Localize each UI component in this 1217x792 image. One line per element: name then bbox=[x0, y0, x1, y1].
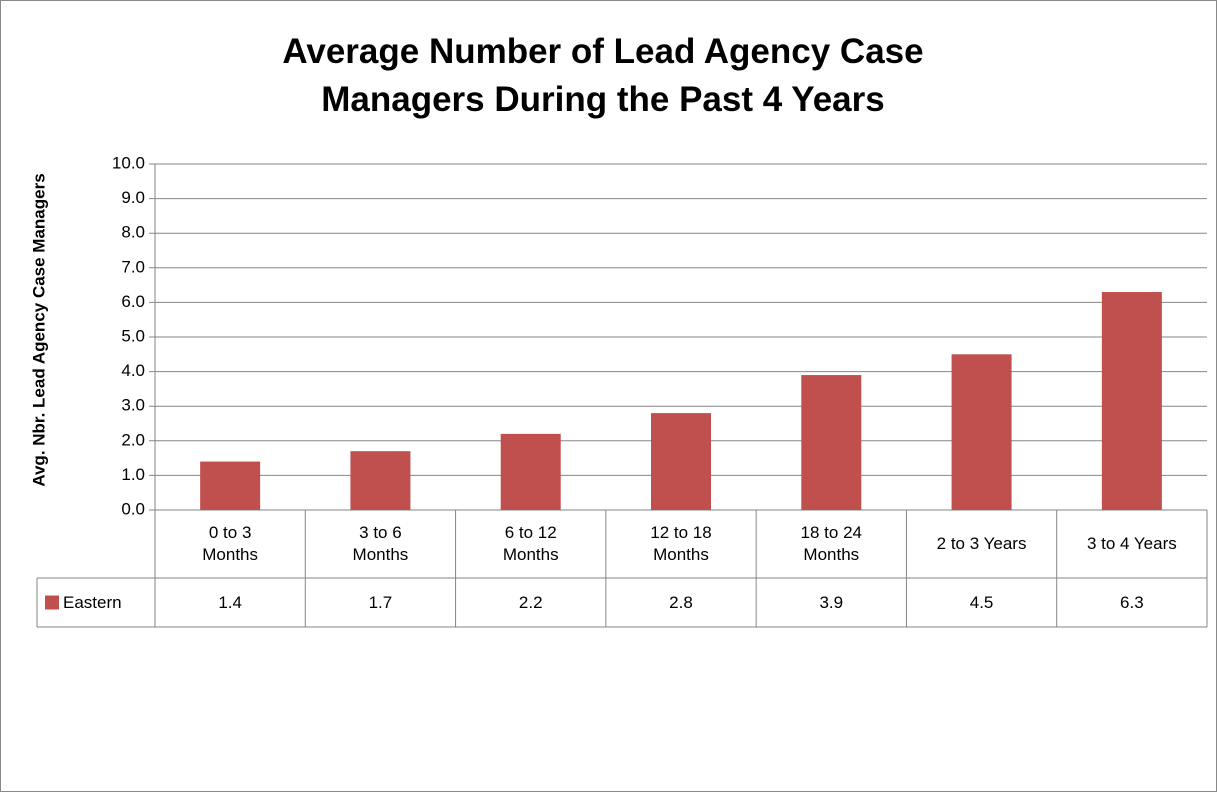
chart-title: Average Number of Lead Agency Case Manag… bbox=[282, 32, 924, 119]
table-value: 3.9 bbox=[819, 593, 843, 612]
bar bbox=[350, 451, 411, 510]
category-cell: 12 to 18 Months bbox=[606, 510, 756, 578]
table-value: 2.2 bbox=[519, 593, 543, 612]
cell-box: 18 to 24 Months bbox=[756, 510, 906, 578]
cell-box: 3 to 4 Years bbox=[1057, 510, 1207, 578]
category-cell: 3 to 6 Months bbox=[305, 510, 455, 578]
title-box: Average Number of Lead Agency Case Manag… bbox=[282, 32, 924, 119]
y-tick-label: 1.0 bbox=[121, 465, 145, 484]
bar bbox=[1101, 292, 1162, 510]
x-tick-label: 2 to 3 Years bbox=[936, 534, 1027, 553]
bar bbox=[500, 433, 561, 510]
bar bbox=[200, 461, 261, 510]
table-value: 6.3 bbox=[1120, 593, 1144, 612]
y-axis-label: Avg. Nbr. Lead Agency Case Managers bbox=[29, 173, 48, 486]
x-tick-label: 18 to 24 Months bbox=[800, 523, 862, 564]
y-tick-label: 3.0 bbox=[121, 396, 145, 415]
category-cell: 0 to 3 Months bbox=[155, 510, 305, 578]
category-cell: 3 to 4 Years bbox=[1057, 510, 1207, 578]
legend-label: Eastern bbox=[63, 593, 122, 612]
y-tick-label: 9.0 bbox=[121, 188, 145, 207]
cell-box: 2 to 3 Years bbox=[906, 510, 1056, 578]
bar bbox=[651, 413, 711, 510]
y-tick-label: 7.0 bbox=[121, 257, 145, 276]
cell-box: 12 to 18 Months bbox=[606, 510, 756, 578]
y-tick-label: 8.0 bbox=[121, 223, 145, 242]
table-value: 4.5 bbox=[970, 593, 994, 612]
bar bbox=[801, 375, 862, 510]
category-cell: 6 to 12 Months bbox=[456, 510, 606, 578]
y-tick-label: 10.0 bbox=[112, 153, 145, 172]
cell-box: 3 to 6 Months bbox=[305, 510, 455, 578]
cell-box: 0 to 3 Months bbox=[155, 510, 305, 578]
x-tick-label: 0 to 3 Months bbox=[202, 523, 259, 564]
y-tick-label: 2.0 bbox=[121, 430, 145, 449]
x-tick-label: 3 to 6 Months bbox=[352, 523, 409, 564]
table-value: 2.8 bbox=[669, 593, 693, 612]
bar bbox=[951, 354, 1012, 510]
category-cell: 18 to 24 Months bbox=[756, 510, 906, 578]
y-tick-label: 0.0 bbox=[121, 499, 145, 518]
y-tick-label: 5.0 bbox=[121, 326, 145, 345]
category-cell: 2 to 3 Years bbox=[906, 510, 1056, 578]
table-value: 1.7 bbox=[369, 593, 393, 612]
x-tick-label: 3 to 4 Years bbox=[1086, 534, 1177, 553]
y-tick-label: 4.0 bbox=[121, 361, 145, 380]
table-value: 1.4 bbox=[218, 593, 242, 612]
legend-swatch bbox=[45, 595, 59, 610]
y-tick-label: 6.0 bbox=[121, 292, 145, 311]
cell-box: 6 to 12 Months bbox=[456, 510, 606, 578]
x-tick-label: 12 to 18 Months bbox=[650, 523, 712, 564]
x-tick-label: 6 to 12 Months bbox=[502, 523, 559, 564]
